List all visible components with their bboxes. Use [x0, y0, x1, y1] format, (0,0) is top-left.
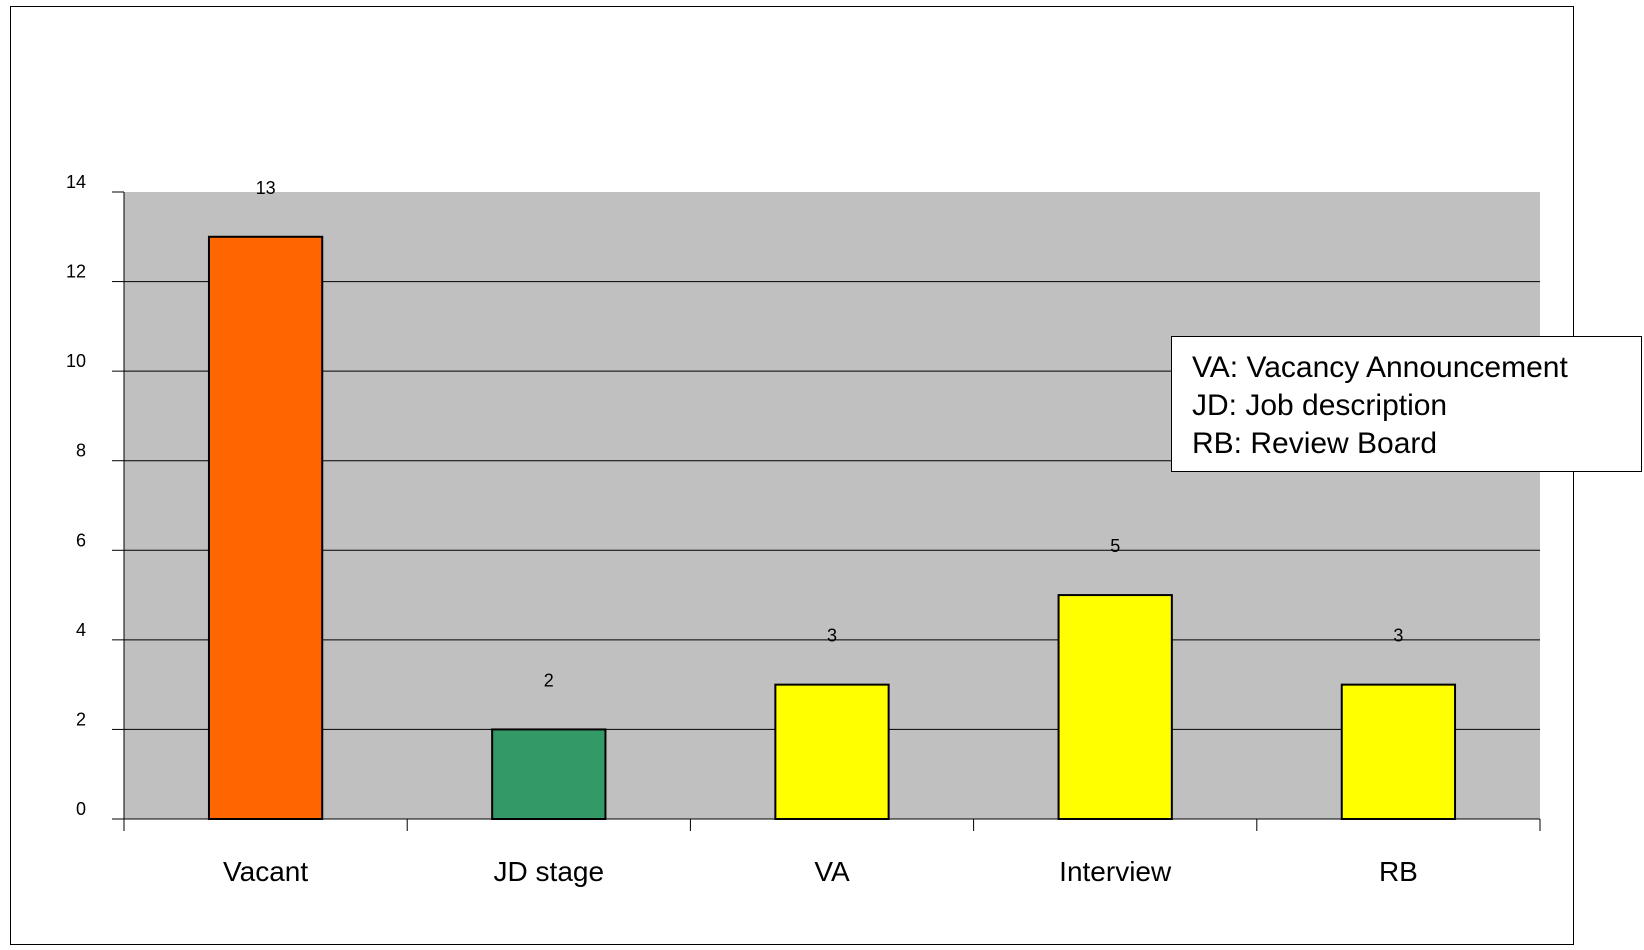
abbreviation-note: VA: Vacancy Announcement JD: Job descrip…	[1171, 336, 1642, 472]
y-tick-label: 2	[76, 709, 86, 729]
y-tick-label: 4	[76, 620, 86, 640]
axes	[112, 191, 1541, 831]
bar	[207, 235, 324, 821]
note-line-rb: RB: Review Board	[1192, 427, 1438, 460]
x-category-label: Interview	[1059, 856, 1172, 887]
x-category-label: Vacant	[223, 856, 308, 887]
data-label: 5	[1110, 536, 1120, 556]
bar	[1340, 683, 1457, 821]
bar	[774, 683, 890, 821]
y-tick-label: 10	[66, 351, 86, 371]
y-tick-label: 0	[76, 799, 86, 819]
bars	[207, 235, 1457, 821]
y-tick-label: 12	[66, 262, 86, 282]
x-category-label: VA	[814, 856, 850, 887]
labels: 0 2 4 6 8 10 12 14 13 Vacant 2 JD stage 3 VA 5 Intervie…	[66, 172, 1418, 887]
y-tick-label: 14	[66, 172, 86, 192]
x-category-label: RB	[1379, 856, 1418, 887]
note-line-va: VA: Vacancy Announcement	[1192, 351, 1568, 384]
bar	[1057, 594, 1173, 820]
data-label: 13	[256, 178, 276, 198]
y-tick-label: 6	[76, 530, 86, 550]
data-label: 2	[544, 670, 554, 690]
data-label: 3	[1393, 626, 1403, 646]
data-label: 3	[827, 626, 837, 646]
note-line-jd: JD: Job description	[1192, 389, 1448, 422]
x-category-label: JD stage	[494, 856, 605, 887]
y-tick-label: 8	[76, 441, 86, 461]
bar	[491, 728, 607, 821]
